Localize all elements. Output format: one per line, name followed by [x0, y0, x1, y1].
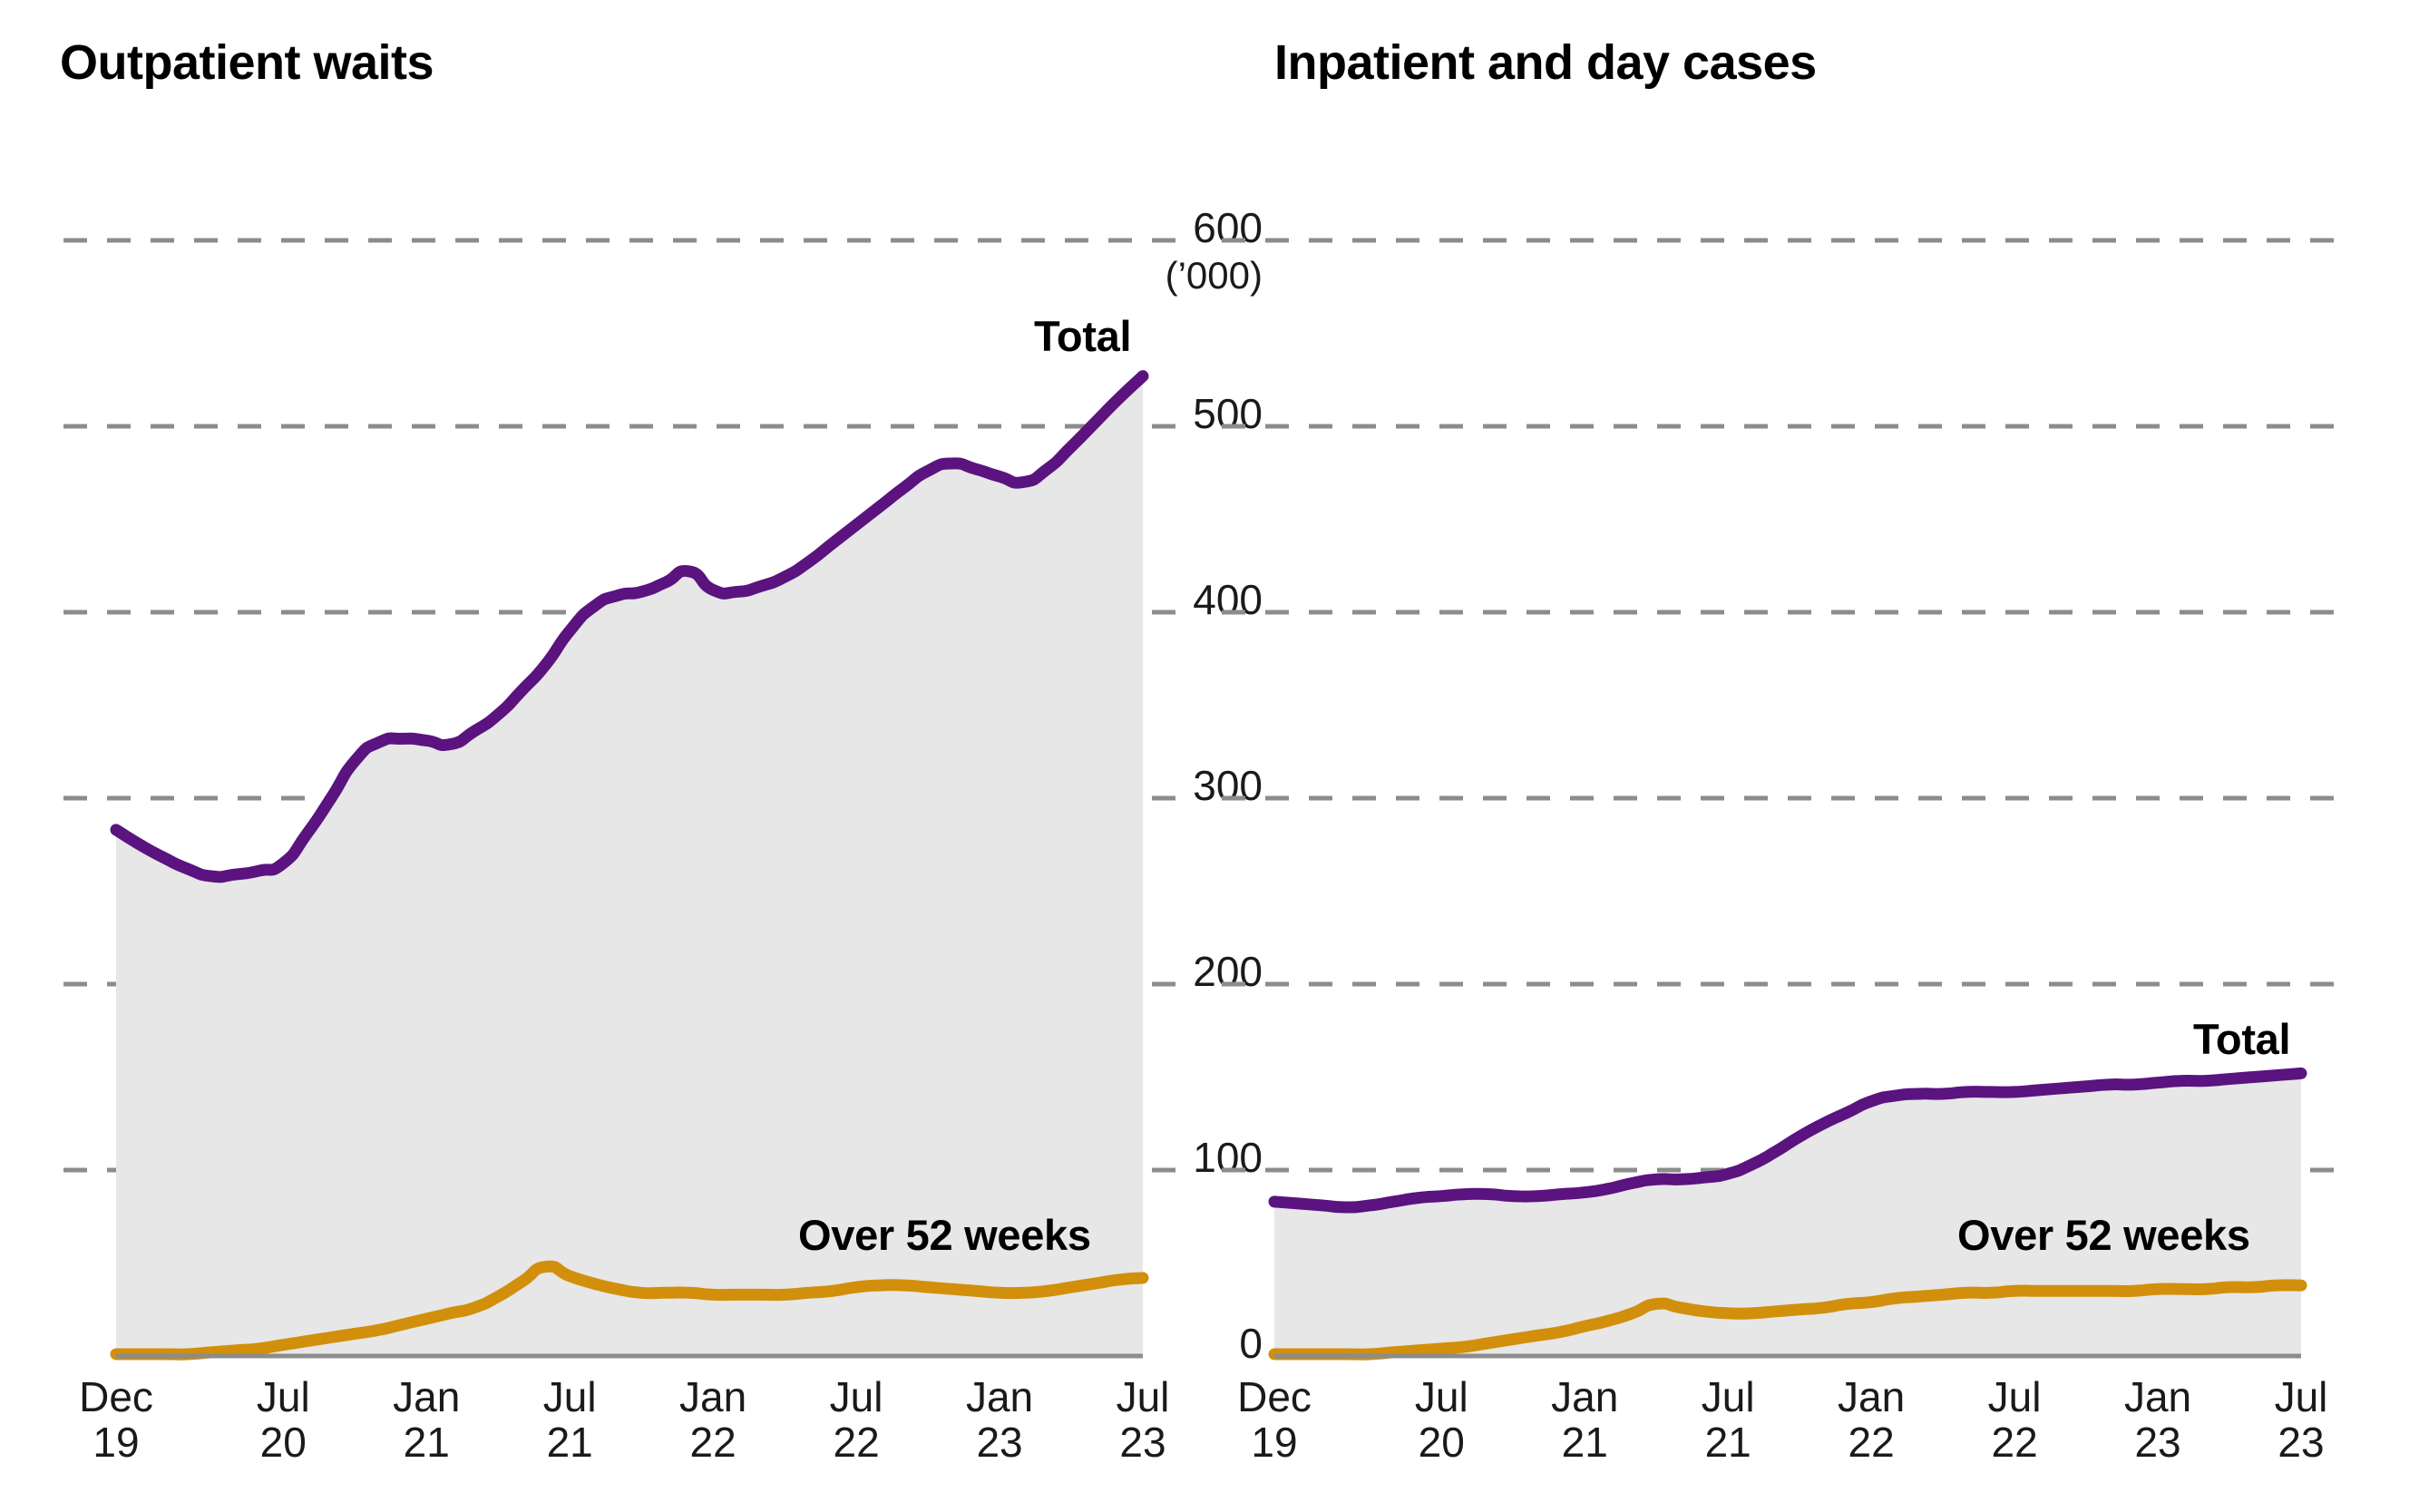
x-tick-left-7: Jul 23 — [1070, 1373, 1215, 1466]
line-over52-left — [110, 1260, 1149, 1361]
x-tick-right-2: Jan 21 — [1512, 1373, 1657, 1466]
x-tick-year: 21 — [403, 1418, 450, 1466]
x-tick-month: Jul — [829, 1373, 883, 1420]
y-tick-0: 0 — [1239, 1320, 1263, 1367]
x-tick-month: Jan — [679, 1373, 747, 1420]
x-tick-month: Dec — [79, 1373, 153, 1420]
y-tick-100: 100 — [1193, 1134, 1263, 1181]
gridlines-left — [63, 238, 1195, 1173]
y-tick-600: 600 — [1193, 204, 1263, 251]
series-label-over52-left: Over 52 weeks — [798, 1211, 1091, 1259]
x-tick-right-7: Jul 23 — [2229, 1373, 2374, 1466]
x-tick-year: 20 — [259, 1418, 307, 1466]
x-tick-year: 21 — [1561, 1418, 1608, 1466]
x-tick-left-5: Jul 22 — [784, 1373, 929, 1466]
x-tick-left-0: Dec 19 — [44, 1373, 189, 1466]
x-tick-year: 19 — [1251, 1418, 1298, 1466]
x-tick-left-1: Jul 20 — [210, 1373, 356, 1466]
line-over52-right — [1268, 1279, 2307, 1361]
x-tick-year: 21 — [1704, 1418, 1751, 1466]
x-tick-year: 21 — [546, 1418, 593, 1466]
line-total-right — [1268, 1067, 2307, 1214]
x-tick-right-4: Jan 22 — [1799, 1373, 1944, 1466]
x-tick-month: Jan — [1838, 1373, 1906, 1420]
gridlines-right — [1222, 238, 2354, 1173]
x-tick-month: Jul — [256, 1373, 310, 1420]
x-tick-month: Jul — [1701, 1373, 1755, 1420]
x-tick-year: 23 — [1119, 1418, 1166, 1466]
x-tick-month: Jan — [1551, 1373, 1619, 1420]
x-tick-year: 23 — [2134, 1418, 2181, 1466]
x-tick-year: 22 — [1848, 1418, 1895, 1466]
x-tick-year: 22 — [833, 1418, 880, 1466]
x-tick-month: Dec — [1237, 1373, 1312, 1420]
y-tick-400: 400 — [1193, 576, 1263, 623]
chart-inpatient-day-cases — [1222, 238, 2354, 1361]
chart-outpatient-waits — [63, 238, 1195, 1361]
x-tick-month: Jul — [2274, 1373, 2328, 1420]
x-tick-left-6: Jan 23 — [927, 1373, 1072, 1466]
x-tick-left-4: Jan 22 — [640, 1373, 785, 1466]
x-tick-month: Jul — [1414, 1373, 1468, 1420]
area-total-left — [116, 376, 1143, 1356]
x-tick-right-3: Jul 21 — [1655, 1373, 1800, 1466]
x-tick-month: Jan — [965, 1373, 1034, 1420]
x-tick-left-3: Jul 21 — [497, 1373, 642, 1466]
x-tick-year: 19 — [93, 1418, 140, 1466]
x-tick-left-2: Jan 21 — [354, 1373, 499, 1466]
page-title-inpatient: Inpatient and day cases — [1274, 35, 1817, 90]
y-tick-300: 300 — [1193, 762, 1263, 809]
x-tick-month: Jan — [393, 1373, 461, 1420]
y-tick-500: 500 — [1193, 390, 1263, 437]
series-label-total-right: Total — [2193, 1015, 2291, 1063]
x-tick-month: Jul — [1987, 1373, 2042, 1420]
x-tick-year: 23 — [2278, 1418, 2325, 1466]
x-tick-right-5: Jul 22 — [1942, 1373, 2087, 1466]
x-tick-year: 22 — [689, 1418, 736, 1466]
series-label-over52-right: Over 52 weeks — [1957, 1211, 2250, 1259]
y-tick-200: 200 — [1193, 948, 1263, 995]
x-tick-right-6: Jan 23 — [2085, 1373, 2230, 1466]
x-tick-month: Jul — [542, 1373, 597, 1420]
x-tick-year: 23 — [976, 1418, 1023, 1466]
x-tick-right-0: Dec 19 — [1202, 1373, 1347, 1466]
line-total-left — [110, 370, 1149, 883]
y-axis-unit: (’000) — [1165, 254, 1263, 297]
x-tick-month: Jul — [1116, 1373, 1170, 1420]
x-tick-year: 20 — [1418, 1418, 1465, 1466]
x-tick-right-1: Jul 20 — [1369, 1373, 1514, 1466]
page-title-outpatient: Outpatient waits — [60, 35, 434, 90]
x-tick-year: 22 — [1991, 1418, 2038, 1466]
x-tick-month: Jan — [2123, 1373, 2192, 1420]
series-label-total-left: Total — [1034, 312, 1132, 360]
